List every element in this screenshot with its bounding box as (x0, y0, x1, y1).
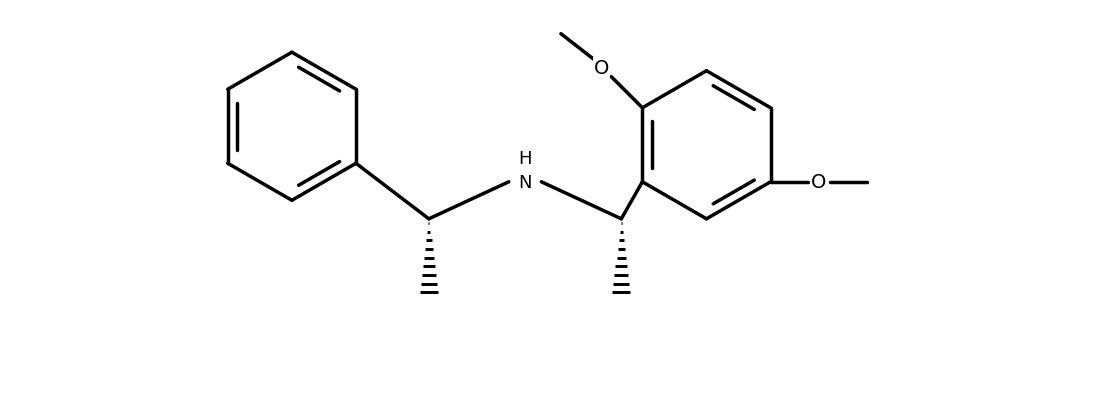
Text: O: O (594, 58, 609, 77)
Text: H: H (518, 150, 532, 168)
Text: O: O (811, 173, 826, 192)
Text: N: N (518, 173, 532, 191)
